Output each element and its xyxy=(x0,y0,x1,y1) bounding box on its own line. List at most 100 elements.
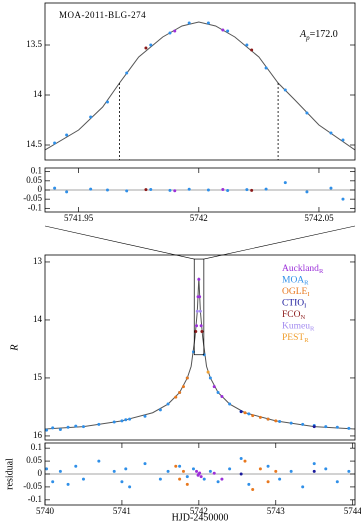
data-point xyxy=(335,480,339,484)
data-point xyxy=(206,370,210,374)
chart-title: MOA-2011-BLG-274 xyxy=(59,10,146,20)
data-point xyxy=(341,197,345,201)
panel-frame xyxy=(44,167,356,213)
data-point xyxy=(221,187,225,191)
data-point xyxy=(173,189,177,193)
value: =172.0 xyxy=(310,29,338,40)
data-point xyxy=(125,71,129,75)
data-point xyxy=(144,46,148,50)
data-point xyxy=(187,21,191,25)
legend-band: R xyxy=(304,280,309,287)
legend-name: CTIO xyxy=(282,299,304,309)
data-point xyxy=(228,467,232,471)
data-point xyxy=(301,485,305,489)
legend-band: I xyxy=(304,303,306,310)
data-point xyxy=(239,472,243,476)
data-point xyxy=(264,187,268,191)
data-point xyxy=(251,414,255,418)
data-point xyxy=(187,187,191,191)
data-point xyxy=(51,480,55,484)
data-point xyxy=(181,385,185,389)
data-point xyxy=(51,426,55,430)
data-point xyxy=(124,467,128,471)
data-point xyxy=(266,480,270,484)
legend-band: I xyxy=(307,291,309,298)
data-point xyxy=(266,417,270,421)
y-tick-label: 14.5 xyxy=(26,139,42,149)
data-point xyxy=(105,100,109,104)
legend-band: R xyxy=(304,337,309,344)
data-point xyxy=(274,469,278,473)
y-tick-label: 14 xyxy=(33,89,43,99)
data-point xyxy=(45,428,49,432)
data-point xyxy=(112,420,116,424)
data-point xyxy=(347,469,351,473)
data-point xyxy=(74,424,78,428)
y-tick-label: 0.1 xyxy=(31,442,42,452)
data-point xyxy=(226,29,230,33)
data-point xyxy=(206,188,210,192)
y-tick-label: 13 xyxy=(33,256,43,266)
legend-band: R xyxy=(319,268,324,275)
data-point xyxy=(199,324,203,328)
data-point xyxy=(185,376,189,380)
data-point xyxy=(301,422,305,426)
legend-band: R xyxy=(310,326,315,333)
data-point xyxy=(202,477,206,481)
y-tick-label: 0.05 xyxy=(26,455,42,465)
data-point xyxy=(158,477,162,481)
data-point xyxy=(185,475,189,479)
y-tick-label: 0.1 xyxy=(31,166,42,176)
data-point xyxy=(97,459,101,463)
data-point xyxy=(228,402,232,406)
legend-entry: PESTR xyxy=(282,333,309,344)
legend-name: FCO xyxy=(282,310,301,320)
data-point xyxy=(212,385,216,389)
data-point xyxy=(258,467,262,471)
data-point xyxy=(247,412,251,416)
data-point xyxy=(283,88,287,92)
data-point xyxy=(289,469,293,473)
data-point xyxy=(178,477,182,481)
legend-name: OGLE xyxy=(282,287,308,297)
data-point xyxy=(143,462,147,466)
y-axis-label: R xyxy=(9,344,20,351)
data-point xyxy=(243,459,247,463)
legend-entry: FCON xyxy=(282,310,305,321)
y-tick-label: 14 xyxy=(33,314,43,324)
zoom-connector xyxy=(44,225,195,260)
plot-area xyxy=(45,21,355,151)
plot-area xyxy=(45,181,355,201)
data-point xyxy=(324,467,328,471)
data-point xyxy=(250,188,254,192)
y-tick-label: -0.1 xyxy=(28,202,42,212)
data-point xyxy=(220,395,224,399)
data-point xyxy=(200,330,204,334)
magnification-label: Ap=172.0 xyxy=(299,29,338,41)
data-point xyxy=(305,111,309,115)
data-point xyxy=(283,181,287,185)
y-tick-label: -0.05 xyxy=(23,481,42,491)
subscript: p xyxy=(305,34,310,42)
data-point xyxy=(245,188,249,192)
data-point xyxy=(194,330,198,334)
data-point xyxy=(65,133,69,137)
data-point xyxy=(178,464,182,468)
data-point xyxy=(312,462,316,466)
data-point xyxy=(128,485,132,489)
data-point xyxy=(66,425,70,429)
data-point xyxy=(185,482,189,486)
data-point xyxy=(289,421,293,425)
data-point xyxy=(143,414,147,418)
zoom-box xyxy=(193,258,205,356)
data-point xyxy=(144,188,148,192)
data-point xyxy=(149,43,153,47)
model-curve xyxy=(45,21,355,151)
data-point xyxy=(158,408,162,412)
legend-entry: OGLEI xyxy=(282,287,310,298)
data-point xyxy=(266,464,270,468)
data-point xyxy=(74,464,78,468)
legend-entry: CTIOI xyxy=(282,299,306,310)
data-point xyxy=(65,190,69,194)
x-tick-label: 5740 xyxy=(36,506,55,516)
